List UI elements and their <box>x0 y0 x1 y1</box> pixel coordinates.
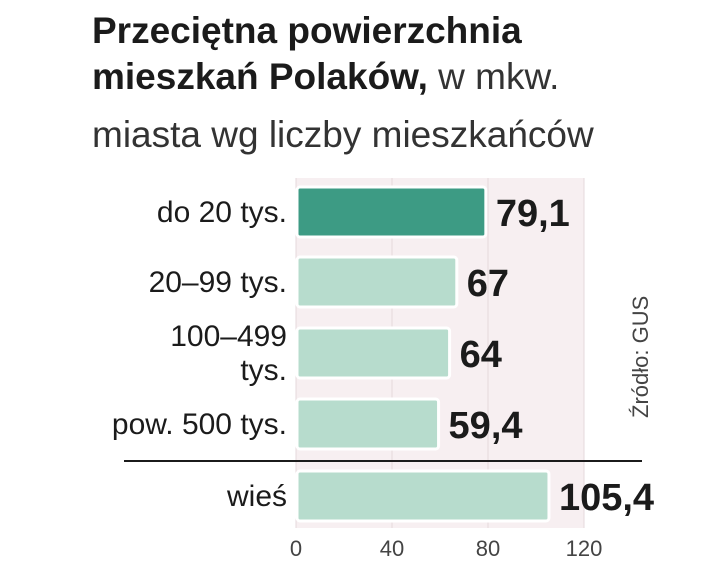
title-line-2: mieszkań Polaków, <box>92 56 428 97</box>
title-line-1: Przeciętna powierzchnia <box>92 10 522 51</box>
value-label: 59,4 <box>449 405 523 447</box>
x-tick-label: 0 <box>290 536 302 561</box>
category-label: wieś <box>226 480 287 513</box>
title-unit: w mkw. <box>438 56 560 97</box>
bar <box>295 397 441 451</box>
category-label: tys. <box>240 354 287 387</box>
value-label: 64 <box>460 334 502 376</box>
category-label: do 20 tys. <box>157 196 287 229</box>
category-label: 20–99 tys. <box>149 266 287 299</box>
bar <box>295 469 551 523</box>
value-label: 105,4 <box>559 477 654 519</box>
chart-subtitle: miasta wg liczby mieszkańców <box>92 114 594 155</box>
category-label: 100–499 <box>170 320 287 353</box>
bar <box>295 255 459 309</box>
source-note: Źródło: GUS <box>628 296 653 418</box>
value-label: 67 <box>467 263 509 305</box>
category-label: pow. 500 tys. <box>112 408 287 441</box>
value-label: 79,1 <box>496 193 570 235</box>
chart-title: Przeciętna powierzchnia mieszkań Polaków… <box>92 8 559 100</box>
bar <box>295 185 488 239</box>
x-tick-label: 80 <box>476 536 500 561</box>
bar <box>295 326 452 380</box>
x-tick-label: 120 <box>566 536 603 561</box>
x-tick-label: 40 <box>380 536 404 561</box>
